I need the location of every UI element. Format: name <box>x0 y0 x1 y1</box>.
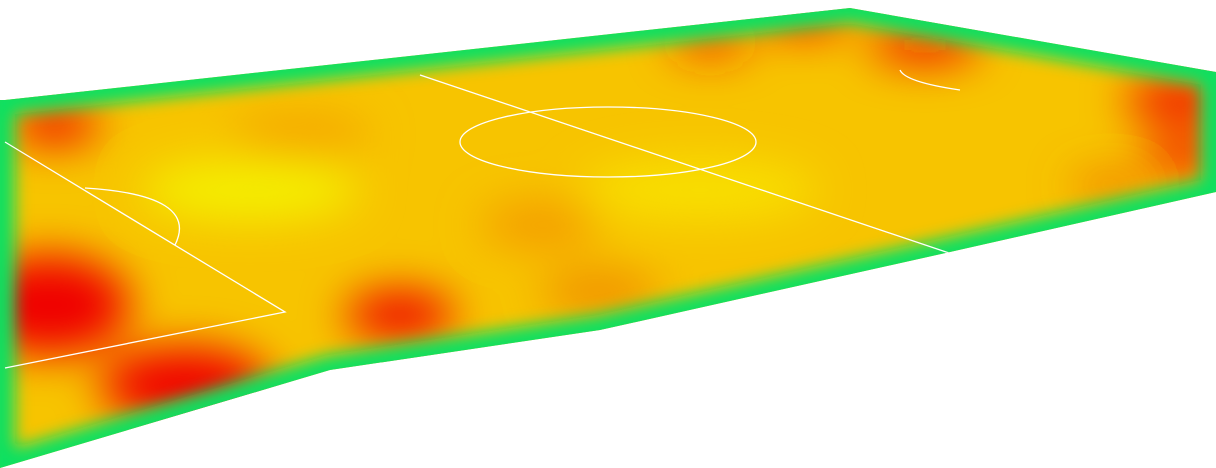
pitch-lines <box>4 69 961 369</box>
pitch-edge <box>0 8 1216 468</box>
